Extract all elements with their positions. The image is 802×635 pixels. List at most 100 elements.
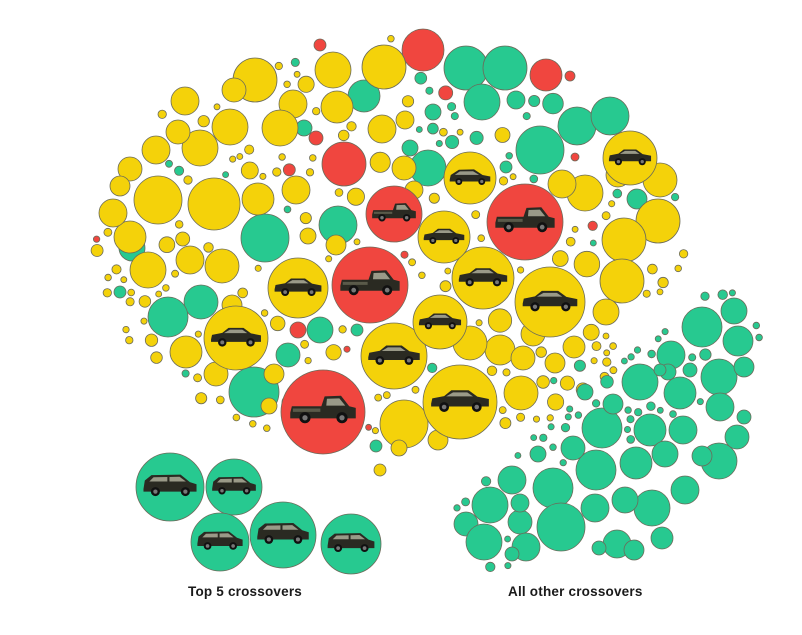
other-crossover-bubble bbox=[624, 425, 632, 433]
bubble bbox=[113, 285, 127, 299]
bubble bbox=[129, 251, 167, 289]
other-crossover-bubble bbox=[656, 406, 664, 414]
other-crossover-bubble bbox=[504, 535, 512, 543]
bubble bbox=[494, 127, 511, 143]
other-crossover-bubble bbox=[722, 325, 754, 357]
bubble bbox=[528, 95, 541, 108]
bubble bbox=[367, 114, 397, 144]
bubble bbox=[469, 130, 484, 145]
bubble bbox=[293, 70, 301, 78]
bubble bbox=[401, 28, 445, 72]
bubble bbox=[117, 156, 143, 182]
other-crossover-bubble bbox=[504, 562, 512, 570]
bubble bbox=[320, 90, 354, 124]
bubble bbox=[498, 176, 509, 186]
bubble bbox=[505, 152, 513, 160]
bubble bbox=[587, 220, 598, 231]
bubble bbox=[236, 153, 244, 160]
other-crossover-bubble bbox=[720, 297, 748, 325]
bubble bbox=[147, 296, 189, 338]
sedan-icon bbox=[608, 149, 652, 166]
bubble bbox=[656, 288, 664, 296]
bubble bbox=[642, 289, 651, 298]
other-crossover-bubble bbox=[514, 452, 522, 459]
other-crossover-bubble bbox=[717, 289, 728, 300]
other-crossover-bubble bbox=[485, 561, 496, 573]
bubble bbox=[140, 317, 148, 325]
bubble bbox=[93, 235, 101, 243]
bubble bbox=[550, 376, 558, 385]
bubble bbox=[444, 267, 452, 275]
pickup-icon bbox=[290, 395, 356, 424]
other-crossover-bubble bbox=[688, 353, 697, 362]
sedan-icon bbox=[368, 345, 420, 365]
other-crossover-bubble bbox=[480, 476, 492, 487]
other-crossover-bubble bbox=[564, 413, 572, 421]
bubble bbox=[304, 356, 312, 365]
bubble bbox=[334, 188, 344, 197]
bubble bbox=[103, 227, 113, 237]
bubble bbox=[414, 71, 428, 85]
bubble bbox=[529, 58, 563, 92]
bubble bbox=[260, 309, 269, 317]
bubble bbox=[283, 80, 291, 88]
other-crossover-bubble bbox=[663, 376, 697, 410]
bubble bbox=[260, 397, 278, 415]
pickup-icon bbox=[495, 207, 555, 233]
bubble bbox=[498, 406, 507, 415]
bubble bbox=[237, 287, 249, 299]
bubble bbox=[557, 106, 597, 146]
bubble bbox=[408, 258, 417, 267]
other-crossover-bubble bbox=[626, 415, 635, 424]
bubble bbox=[346, 187, 365, 206]
bubble bbox=[290, 57, 300, 67]
bubble bbox=[499, 160, 513, 174]
bubble bbox=[647, 263, 658, 275]
bubble bbox=[213, 103, 221, 111]
bubble bbox=[515, 125, 565, 175]
bubble bbox=[443, 45, 489, 91]
bubble bbox=[503, 375, 539, 411]
bubble bbox=[308, 130, 324, 146]
bubble bbox=[270, 315, 286, 332]
bubble bbox=[510, 345, 536, 371]
bubble bbox=[447, 102, 457, 112]
bubble bbox=[289, 321, 307, 339]
bubble bbox=[562, 335, 586, 359]
bubble bbox=[546, 414, 554, 422]
bubble bbox=[174, 220, 184, 229]
bubble bbox=[305, 168, 315, 177]
bubble bbox=[162, 284, 170, 292]
bubble bbox=[109, 175, 131, 197]
bubble bbox=[120, 276, 128, 284]
pickup-icon bbox=[340, 270, 400, 296]
bubble bbox=[626, 188, 648, 210]
other-crossover-bubble bbox=[752, 321, 760, 330]
bubble bbox=[165, 159, 173, 168]
bubble bbox=[391, 155, 417, 181]
other-crossover-bubble bbox=[497, 465, 527, 495]
bubble bbox=[427, 122, 439, 135]
bubble bbox=[325, 234, 347, 256]
other-crossover-bubble bbox=[699, 348, 712, 361]
other-crossover-bubble bbox=[654, 335, 662, 343]
bubble bbox=[272, 167, 282, 177]
bubble bbox=[221, 77, 247, 103]
bubble bbox=[427, 362, 438, 373]
bubble bbox=[346, 121, 357, 132]
bubble bbox=[240, 213, 290, 263]
bubble bbox=[343, 345, 351, 353]
bubble bbox=[187, 177, 241, 231]
bubble bbox=[475, 319, 483, 327]
suv-icon bbox=[212, 476, 256, 495]
bubble bbox=[369, 439, 383, 453]
bubble bbox=[536, 375, 550, 389]
other-crossover-bubble bbox=[621, 357, 628, 365]
bubble bbox=[591, 341, 602, 352]
bubble bbox=[181, 369, 190, 378]
bubble bbox=[522, 112, 531, 121]
other-crossover-bubble bbox=[668, 415, 698, 445]
bubble bbox=[551, 250, 569, 267]
other-crossover-bubble bbox=[691, 445, 713, 467]
